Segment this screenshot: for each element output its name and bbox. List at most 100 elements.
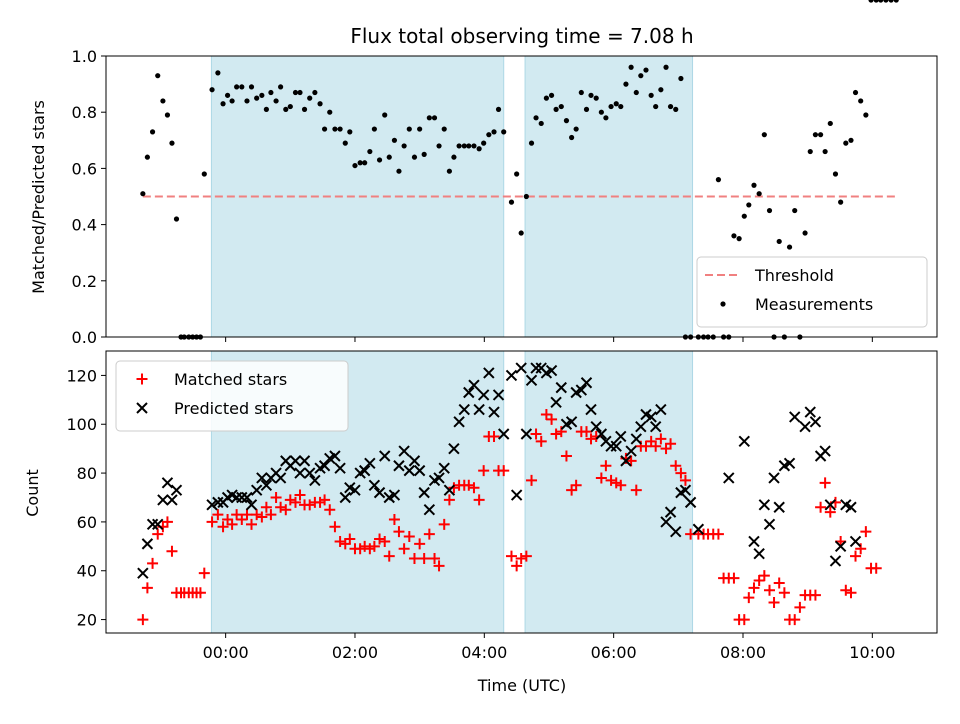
data-point [418, 486, 430, 499]
data-point [401, 143, 407, 149]
data-point [843, 140, 849, 146]
data-point [468, 379, 480, 391]
data-point [403, 531, 415, 543]
data-point [423, 503, 436, 516]
data-point [426, 115, 432, 121]
data-point [298, 455, 311, 467]
data-point [855, 543, 867, 555]
data-point [393, 460, 405, 472]
data-point [515, 553, 527, 565]
data-point [773, 501, 785, 513]
data-point [789, 411, 801, 423]
data-point [678, 75, 684, 82]
data-point [280, 504, 292, 516]
data-point [684, 496, 697, 509]
data-point [236, 513, 248, 525]
data-point [640, 440, 652, 452]
data-point [226, 518, 238, 530]
x-tick-label: 02:00 [332, 643, 378, 662]
data-point [201, 171, 207, 177]
data-point [164, 112, 171, 118]
data-point [244, 98, 250, 104]
data-point [518, 230, 524, 236]
data-point [263, 106, 269, 112]
data-point [822, 148, 828, 155]
data-point [488, 430, 500, 442]
data-point [498, 465, 510, 477]
data-point [633, 89, 639, 96]
data-point [595, 428, 608, 440]
bottom-panel: 20 40 60 80 100 120 00:00 02:00 04:00 06:00 08:00 1… [66, 350, 938, 662]
data-point [751, 182, 757, 188]
data-point [585, 433, 597, 445]
data-point [799, 420, 811, 433]
data-point [359, 540, 371, 552]
legend-box [115, 360, 349, 432]
data-point [463, 386, 475, 399]
data-point [675, 467, 687, 479]
data-point [555, 381, 567, 394]
data-point [563, 118, 570, 124]
data-point [763, 518, 776, 531]
data-point [817, 132, 824, 138]
data-point [792, 207, 798, 214]
data-point [870, 562, 882, 574]
data-point [209, 87, 215, 93]
series-predicted-stars [138, 362, 862, 579]
data-point [603, 115, 609, 121]
data-point [832, 171, 839, 177]
data-point [488, 406, 500, 418]
data-point [206, 516, 218, 528]
data-point [635, 420, 647, 433]
data-point [433, 560, 445, 572]
data-point [438, 518, 450, 530]
data-point [161, 516, 173, 528]
data-point [294, 467, 306, 479]
data-point [423, 528, 435, 540]
y-tick-label: 0.4 [72, 216, 97, 235]
data-point [615, 430, 627, 443]
data-point [530, 428, 542, 440]
data-point [525, 374, 538, 387]
data-point [505, 369, 518, 382]
observing-interval-1 [524, 350, 694, 634]
data-point [358, 464, 371, 477]
data-point [848, 137, 854, 143]
data-point [236, 491, 248, 504]
data-point [376, 157, 383, 163]
data-point [368, 479, 381, 491]
data-point [388, 489, 401, 501]
data-point [575, 384, 588, 396]
data-point [645, 411, 657, 423]
data-point [580, 426, 592, 438]
data-point [206, 499, 218, 511]
data-point [297, 89, 303, 96]
data-point [283, 106, 289, 112]
data-point [248, 84, 255, 90]
data-point [526, 474, 538, 486]
data-point [868, 0, 874, 3]
data-point [241, 491, 253, 504]
data-point [173, 216, 180, 222]
data-point [155, 73, 161, 79]
y-tick-label: 60 [77, 513, 97, 532]
data-point [623, 81, 629, 87]
data-point [618, 103, 624, 110]
data-point [655, 403, 667, 416]
data-point [511, 560, 523, 572]
data-point [344, 533, 356, 545]
data-point [613, 101, 619, 107]
data-point [373, 486, 386, 499]
data-point [468, 482, 480, 494]
data-point [382, 112, 388, 118]
legend-marker-measurements [720, 301, 726, 307]
data-point [498, 428, 510, 440]
data-point [515, 362, 527, 374]
data-point [510, 489, 523, 501]
data-point [773, 577, 785, 589]
data-point [436, 143, 442, 149]
data-point [829, 555, 842, 567]
data-point [332, 126, 338, 132]
data-point [334, 462, 346, 474]
data-point [663, 64, 669, 70]
